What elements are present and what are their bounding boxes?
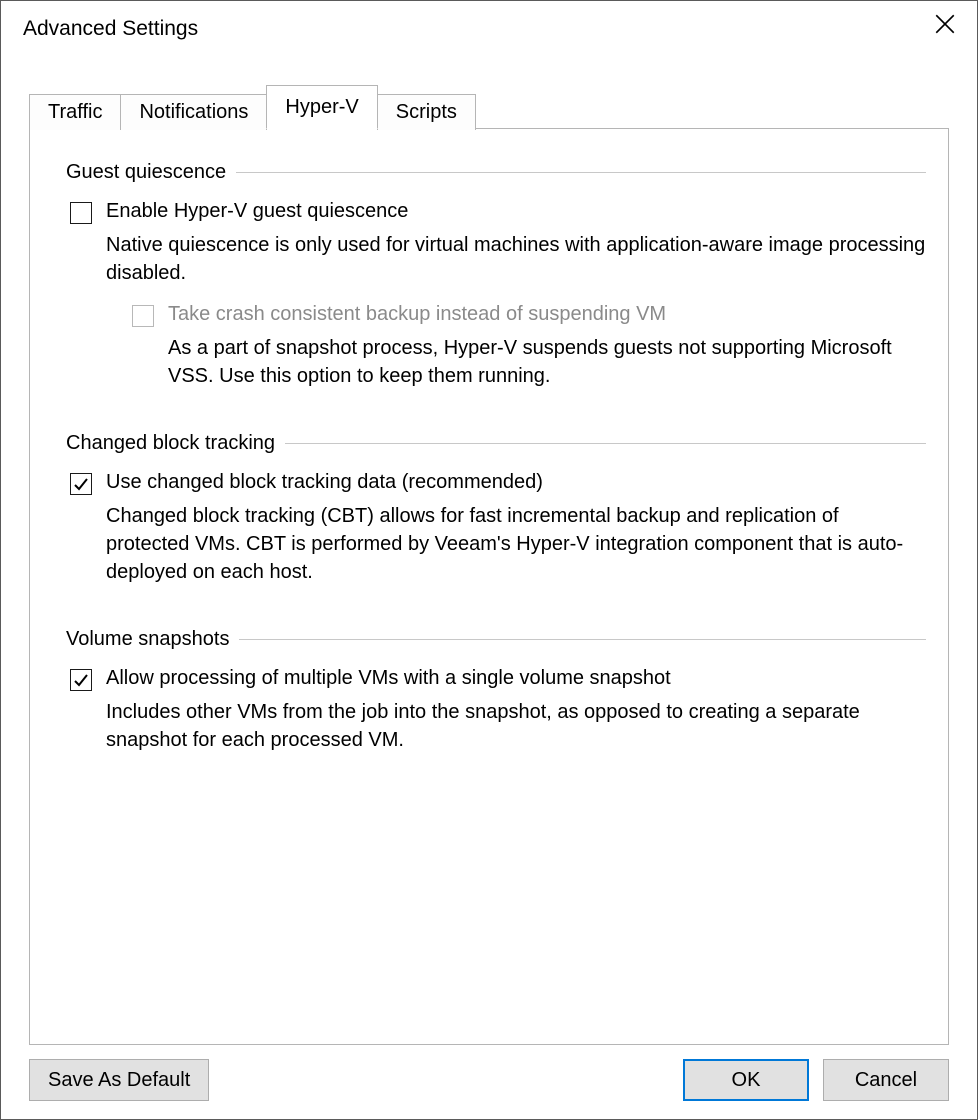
checkbox-label: Allow processing of multiple VMs with a … [106, 665, 671, 692]
close-button[interactable] [913, 1, 977, 47]
group-title: Volume snapshots [66, 628, 239, 651]
tab-notifications[interactable]: Notifications [120, 94, 267, 130]
checkbox-enable-quiescence[interactable] [70, 202, 92, 224]
check-icon [73, 476, 89, 492]
tab-scripts[interactable]: Scripts [377, 94, 476, 130]
group-title: Guest quiescence [66, 161, 236, 184]
checkbox-crash-consistent [132, 305, 154, 327]
tab-page-hyper-v: Guest quiescence Enable Hyper-V guest qu… [29, 128, 949, 1045]
group-cbt: Changed block tracking Use changed block… [66, 432, 926, 586]
checkbox-allow-multi-vm[interactable] [70, 669, 92, 691]
close-icon [935, 14, 955, 34]
description-crash-consistent: As a part of snapshot process, Hyper-V s… [168, 334, 926, 390]
titlebar: Advanced Settings [1, 1, 977, 57]
group-divider [285, 443, 926, 444]
description-enable-quiescence: Native quiescence is only used for virtu… [106, 231, 926, 287]
window-title: Advanced Settings [23, 17, 198, 41]
description-use-cbt: Changed block tracking (CBT) allows for … [106, 502, 926, 586]
button-bar: Save As Default OK Cancel [1, 1045, 977, 1119]
row-allow-multi-vm: Allow processing of multiple VMs with a … [70, 665, 926, 692]
tab-hyper-v[interactable]: Hyper-V [266, 85, 377, 129]
check-icon [73, 672, 89, 688]
tab-traffic[interactable]: Traffic [29, 94, 121, 130]
cancel-button[interactable]: Cancel [823, 1059, 949, 1101]
description-allow-multi-vm: Includes other VMs from the job into the… [106, 698, 926, 754]
group-title: Changed block tracking [66, 432, 285, 455]
row-enable-quiescence: Enable Hyper-V guest quiescence [70, 198, 926, 225]
checkbox-label: Take crash consistent backup instead of … [168, 301, 666, 328]
tab-label: Traffic [48, 101, 102, 123]
tab-label: Scripts [396, 101, 457, 123]
row-use-cbt: Use changed block tracking data (recomme… [70, 469, 926, 496]
row-crash-consistent: Take crash consistent backup instead of … [132, 301, 926, 328]
group-header: Guest quiescence [66, 161, 926, 184]
checkbox-label: Use changed block tracking data (recomme… [106, 469, 543, 496]
checkbox-label: Enable Hyper-V guest quiescence [106, 198, 408, 225]
group-header: Volume snapshots [66, 628, 926, 651]
dialog-body: Traffic Notifications Hyper-V Scripts Gu… [1, 57, 977, 1045]
group-volume-snapshots: Volume snapshots Allow processing of mul… [66, 628, 926, 754]
tab-label: Notifications [139, 101, 248, 123]
ok-button[interactable]: OK [683, 1059, 809, 1101]
group-header: Changed block tracking [66, 432, 926, 455]
tabstrip: Traffic Notifications Hyper-V Scripts [29, 85, 949, 128]
tab-label: Hyper-V [285, 96, 358, 118]
save-as-default-button[interactable]: Save As Default [29, 1059, 209, 1101]
group-divider [239, 639, 926, 640]
group-guest-quiescence: Guest quiescence Enable Hyper-V guest qu… [66, 161, 926, 390]
advanced-settings-dialog: Advanced Settings Traffic Notifications … [0, 0, 978, 1120]
checkbox-use-cbt[interactable] [70, 473, 92, 495]
group-divider [236, 172, 926, 173]
